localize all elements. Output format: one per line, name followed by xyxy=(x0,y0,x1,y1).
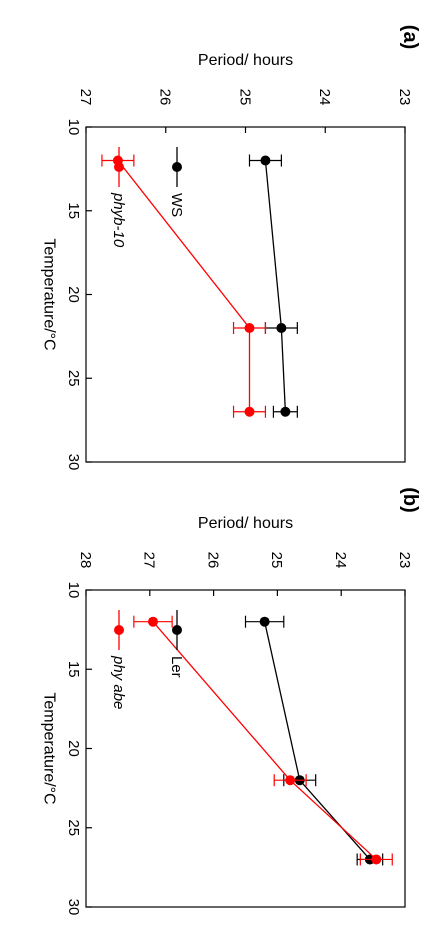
legend-label: WS xyxy=(168,193,185,217)
x-tick-label: 15 xyxy=(65,202,82,219)
data-point xyxy=(260,155,271,166)
y-tick-label: 25 xyxy=(236,89,253,106)
y-tick-label: 24 xyxy=(316,89,333,106)
x-tick-label: 20 xyxy=(65,286,82,303)
y-tick-label: 25 xyxy=(268,552,285,569)
series-line xyxy=(264,621,371,860)
legend-label: Ler xyxy=(168,656,185,678)
data-point xyxy=(147,616,158,627)
legend-label: phy abe xyxy=(110,655,127,709)
y-tick-label: 26 xyxy=(157,89,174,106)
data-point xyxy=(259,616,270,627)
y-tick-label: 28 xyxy=(77,552,94,569)
y-tick-label: 24 xyxy=(332,552,349,569)
x-tick-label: 20 xyxy=(65,740,82,757)
x-tick-label: 10 xyxy=(65,119,82,136)
legend-marker xyxy=(114,625,124,635)
data-point xyxy=(244,406,255,417)
legend-label: phyb-10 xyxy=(110,192,127,248)
y-tick-label: 27 xyxy=(77,89,94,106)
series-line xyxy=(264,160,287,412)
data-point xyxy=(280,406,291,417)
data-point xyxy=(371,854,382,865)
series-line xyxy=(152,621,377,860)
y-tick-label: 23 xyxy=(396,89,413,106)
x-axis-label: Temperature/°C xyxy=(40,692,57,804)
panel-label: (b) xyxy=(399,487,421,513)
legend-marker xyxy=(172,625,182,635)
y-axis-label: Period/ hours xyxy=(198,52,293,69)
panel-b: 10 15 20 25 30 23 24 25 26 27 28 Temperature/°C Peri… xyxy=(40,487,421,915)
x-axis-label: Temperature/°C xyxy=(40,238,57,350)
legend-marker xyxy=(172,162,182,172)
panel-label: (a) xyxy=(399,25,421,49)
data-point xyxy=(276,323,287,333)
data-point xyxy=(244,323,255,333)
y-tick-label: 26 xyxy=(204,552,221,569)
y-axis-label: Period/ hours xyxy=(198,515,293,532)
x-tick-label: 10 xyxy=(65,582,82,599)
x-tick-label: 30 xyxy=(65,899,82,916)
x-tick-label: 15 xyxy=(65,661,82,678)
panel-a: 10 15 20 25 30 23 24 25 26 27 Temperature/°C Period… xyxy=(40,25,421,471)
x-tick-label: 30 xyxy=(65,454,82,471)
y-tick-label: 27 xyxy=(141,552,158,569)
y-tick-label: 23 xyxy=(396,552,413,569)
data-point xyxy=(285,775,296,786)
x-tick-label: 25 xyxy=(65,370,82,387)
x-tick-label: 25 xyxy=(65,819,82,836)
legend-marker xyxy=(114,162,124,172)
